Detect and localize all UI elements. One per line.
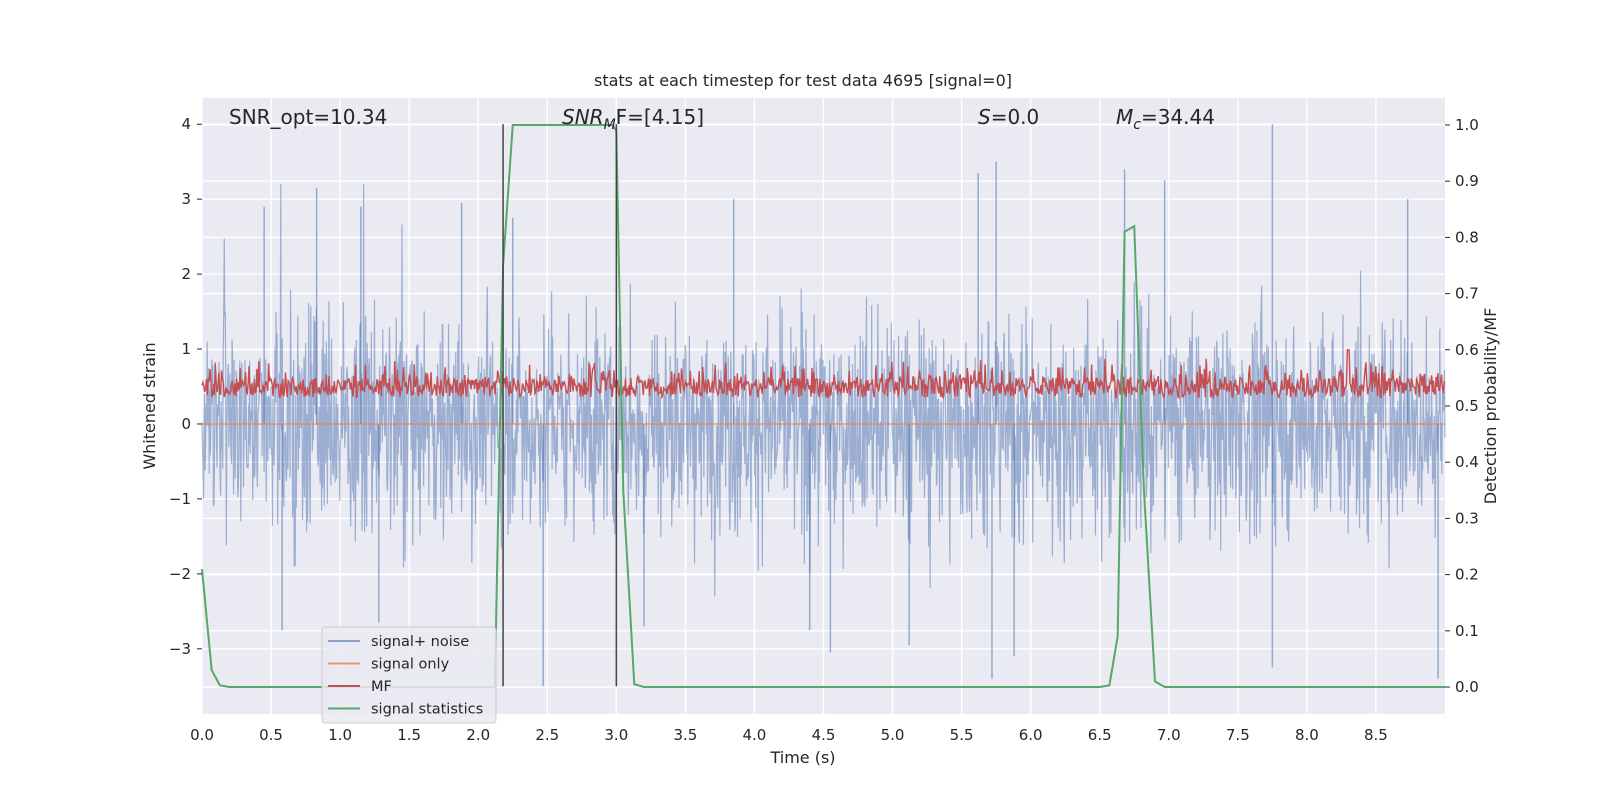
y-tick-label-left: 1 <box>181 340 191 358</box>
legend-label: signal only <box>371 657 450 673</box>
x-tick-label: 6.0 <box>1019 726 1043 744</box>
x-tick-label: 5.0 <box>881 726 905 744</box>
y-tick-label-right: 0.7 <box>1455 285 1479 303</box>
x-tick-label: 4.0 <box>743 726 767 744</box>
y-tick-label-left: 3 <box>181 190 191 208</box>
y-tick-label-right: 0.3 <box>1455 509 1479 527</box>
annotations: SNR_opt=10.34 SNRMF=[4.15] S=0.0 Mc=34.44 <box>229 105 1215 133</box>
x-axis-label: Time (s) <box>769 748 835 767</box>
y-tick-label-left: −3 <box>169 640 191 658</box>
axes-layer: 0.0 0.5 1.0 1.5 2.0 2.5 3.0 3.5 4.0 4.5 5.0 5.5 6.0 6… <box>169 115 1479 744</box>
x-tick-label: 8.0 <box>1295 726 1319 744</box>
y-tick-label-right: 0.5 <box>1455 397 1479 415</box>
x-tick-label: 1.0 <box>328 726 352 744</box>
x-tick-label: 4.5 <box>812 726 836 744</box>
y-tick-label-right: 0.2 <box>1455 566 1479 584</box>
x-tick-label: 0.5 <box>259 726 283 744</box>
y-tick-label-right: 1.0 <box>1455 116 1479 134</box>
x-tick-label: 7.5 <box>1226 726 1250 744</box>
y-tick-label-right: 0.9 <box>1455 172 1479 190</box>
y-tick-label-right: 0.1 <box>1455 622 1479 640</box>
chart-title: stats at each timestep for test data 469… <box>594 71 1012 90</box>
y-tick-label-left: 2 <box>181 265 191 283</box>
y-axis-label-left: Whitened strain <box>140 342 159 469</box>
y-tick-label-left: 4 <box>181 115 191 133</box>
annotation-mc: Mc=34.44 <box>1116 105 1215 133</box>
y-tick-label-left: −2 <box>169 565 191 583</box>
x-tick-label: 0.0 <box>190 726 214 744</box>
y-tick-label-right: 0.0 <box>1455 678 1479 696</box>
x-tick-label: 8.5 <box>1364 726 1388 744</box>
x-tick-label: 5.5 <box>950 726 974 744</box>
y-tick-label-right: 0.8 <box>1455 228 1479 246</box>
x-tick-label: 2.0 <box>466 726 490 744</box>
annotation-snr-opt: SNR_opt=10.34 <box>229 105 387 129</box>
annotation-s: S=0.0 <box>978 105 1039 129</box>
x-tick-label: 7.0 <box>1157 726 1181 744</box>
x-tick-label: 1.5 <box>397 726 421 744</box>
x-tick-label: 3.5 <box>673 726 697 744</box>
y-tick-label-left: 0 <box>181 415 191 433</box>
y-axis-label-right: Detection probability/MF <box>1481 308 1500 505</box>
series-mf-line <box>201 349 1446 400</box>
annotation-snr-mf: SNRMF=[4.15] <box>562 105 704 133</box>
legend-box <box>321 626 497 724</box>
legend-label: MF <box>371 679 392 695</box>
y-tick-label-right: 0.6 <box>1455 341 1479 359</box>
y-tick-label-left: −1 <box>169 490 191 508</box>
legend: signal+ noise signal only MF signal statist… <box>321 626 497 724</box>
legend-label: signal statistics <box>371 702 483 718</box>
x-tick-label: 6.5 <box>1088 726 1112 744</box>
x-tick-label: 3.0 <box>604 726 628 744</box>
legend-label: signal+ noise <box>371 634 469 650</box>
x-tick-label: 2.5 <box>535 726 559 744</box>
y-tick-label-right: 0.4 <box>1455 453 1479 471</box>
